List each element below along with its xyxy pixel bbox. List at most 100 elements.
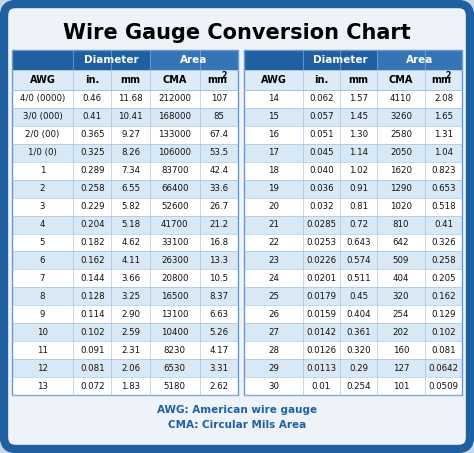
Text: 13: 13 (37, 381, 48, 390)
Text: 24: 24 (268, 274, 279, 283)
Bar (244, 108, 462, 126)
Text: 0.045: 0.045 (309, 148, 334, 157)
Text: 2.90: 2.90 (121, 310, 140, 319)
Text: 0.162: 0.162 (80, 256, 105, 265)
Bar (244, 323, 462, 341)
Text: 4: 4 (40, 220, 45, 229)
Text: 1290: 1290 (390, 184, 412, 193)
Bar (12, 198, 238, 216)
Text: 0.404: 0.404 (346, 310, 371, 319)
Text: mm: mm (348, 75, 368, 85)
Text: 0.0509: 0.0509 (428, 381, 458, 390)
Text: 0.0142: 0.0142 (306, 328, 337, 337)
Text: 0.0642: 0.0642 (428, 364, 458, 372)
Text: 2: 2 (221, 71, 227, 79)
Text: mm: mm (431, 75, 451, 85)
Text: 0.032: 0.032 (309, 202, 334, 211)
Text: 0.102: 0.102 (431, 328, 456, 337)
Text: 28: 28 (268, 346, 279, 355)
Bar (244, 287, 462, 305)
Text: 3/0 (000): 3/0 (000) (23, 112, 63, 121)
Text: 19: 19 (268, 184, 279, 193)
Text: 0.114: 0.114 (80, 310, 105, 319)
Text: 6.55: 6.55 (121, 184, 140, 193)
Text: 107: 107 (210, 95, 227, 103)
Text: 1020: 1020 (390, 202, 412, 211)
Text: 0.365: 0.365 (80, 130, 105, 140)
Bar (244, 198, 462, 216)
Text: 0.326: 0.326 (431, 238, 456, 247)
Bar (244, 251, 462, 270)
Text: 4.17: 4.17 (209, 346, 228, 355)
Text: 1/0 (0): 1/0 (0) (28, 148, 57, 157)
Text: 0.081: 0.081 (431, 346, 456, 355)
Text: 0.229: 0.229 (80, 202, 104, 211)
Text: 16500: 16500 (161, 292, 189, 301)
Text: 1.83: 1.83 (121, 381, 140, 390)
Text: 7: 7 (40, 274, 45, 283)
Bar (377, 50, 462, 70)
Text: 2.59: 2.59 (121, 328, 140, 337)
Text: 13.3: 13.3 (209, 256, 228, 265)
Bar (12, 323, 238, 341)
Text: 0.01: 0.01 (312, 381, 331, 390)
Text: 2/0 (00): 2/0 (00) (26, 130, 60, 140)
Text: 22: 22 (268, 238, 279, 247)
Text: 509: 509 (393, 256, 409, 265)
Text: 0.051: 0.051 (309, 130, 334, 140)
Bar (12, 50, 73, 70)
Text: 53.5: 53.5 (209, 148, 228, 157)
Text: 0.289: 0.289 (80, 166, 104, 175)
Bar (244, 70, 303, 90)
Bar (12, 162, 238, 180)
Text: 202: 202 (393, 328, 409, 337)
Text: 12: 12 (37, 364, 48, 372)
Text: 106000: 106000 (158, 148, 191, 157)
Text: 0.162: 0.162 (431, 292, 456, 301)
Text: 0.182: 0.182 (80, 238, 105, 247)
Text: 1.02: 1.02 (349, 166, 368, 175)
Text: 320: 320 (393, 292, 409, 301)
Text: 810: 810 (393, 220, 409, 229)
Text: Wire Gauge Conversion Chart: Wire Gauge Conversion Chart (63, 23, 411, 43)
Text: 20800: 20800 (161, 274, 189, 283)
Text: 8.26: 8.26 (121, 148, 140, 157)
Text: 0.653: 0.653 (431, 184, 456, 193)
Text: 0.325: 0.325 (80, 148, 105, 157)
Text: 404: 404 (393, 274, 409, 283)
Text: 4.11: 4.11 (121, 256, 140, 265)
Text: 9: 9 (40, 310, 45, 319)
Text: CMA: CMA (163, 75, 187, 85)
Text: AWG: AWG (29, 75, 55, 85)
Text: 16: 16 (268, 130, 279, 140)
Bar (73, 70, 111, 90)
Text: 26.7: 26.7 (209, 202, 228, 211)
Text: 3.25: 3.25 (121, 292, 140, 301)
Text: 8.37: 8.37 (209, 292, 228, 301)
Text: 5: 5 (40, 238, 45, 247)
Text: 8: 8 (40, 292, 45, 301)
Text: 10400: 10400 (161, 328, 189, 337)
Bar (12, 287, 238, 305)
Text: 0.0253: 0.0253 (306, 238, 337, 247)
Text: 0.0226: 0.0226 (306, 256, 337, 265)
Text: 0.057: 0.057 (309, 112, 334, 121)
Bar (244, 216, 462, 234)
Text: 0.040: 0.040 (309, 166, 334, 175)
Text: 0.258: 0.258 (80, 184, 105, 193)
Text: 1.30: 1.30 (349, 130, 368, 140)
Bar (12, 126, 238, 144)
Text: 52600: 52600 (161, 202, 189, 211)
Text: 2.31: 2.31 (121, 346, 140, 355)
Bar (244, 50, 462, 395)
Text: Area: Area (180, 55, 208, 65)
Bar (244, 234, 462, 251)
Text: 1.31: 1.31 (434, 130, 453, 140)
Text: 1.65: 1.65 (434, 112, 453, 121)
Text: 0.205: 0.205 (431, 274, 456, 283)
Text: 3260: 3260 (390, 112, 412, 121)
Text: 0.204: 0.204 (80, 220, 105, 229)
Text: 0.361: 0.361 (346, 328, 371, 337)
Text: 6.63: 6.63 (209, 310, 228, 319)
Bar (150, 70, 200, 90)
